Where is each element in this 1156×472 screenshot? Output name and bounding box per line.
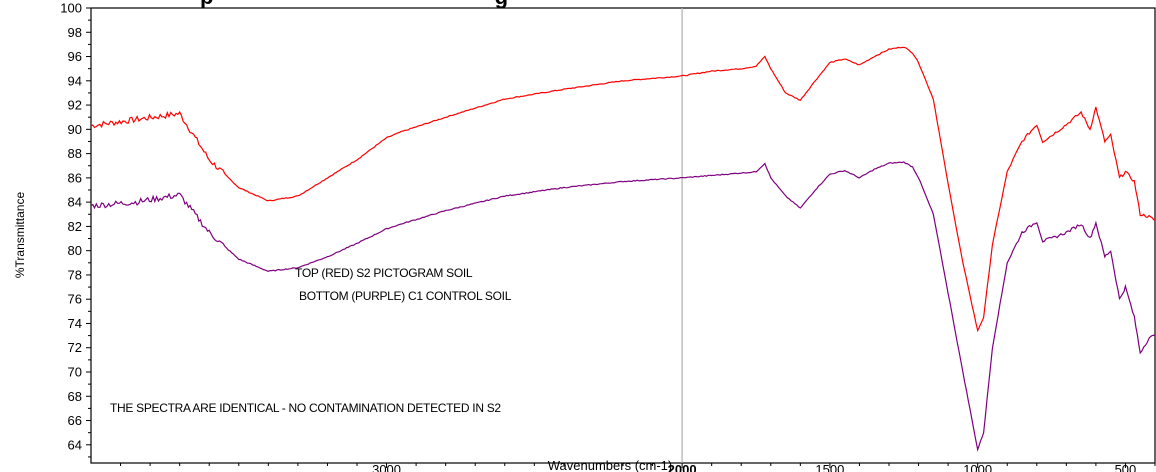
- y-axis-title: %Transmittance: [13, 192, 27, 279]
- annotation-bottom-purple: BOTTOM (PURPLE) C1 CONTROL SOIL: [299, 289, 512, 303]
- y-tick-label: 70: [68, 365, 82, 380]
- y-tick-label: 84: [68, 195, 82, 210]
- y-tick-label: 76: [68, 292, 82, 307]
- y-tick-label: 66: [68, 413, 82, 428]
- series-line-red: [90, 46, 1156, 333]
- x-axis: 3000 2000 1500 1000 500: [120, 462, 1156, 472]
- y-tick-label: 94: [68, 73, 82, 88]
- x-axis-title: Wavenumbers (cm-1): [548, 458, 672, 472]
- x-tick-label: 1000: [963, 462, 992, 472]
- annotation-conclusion: THE SPECTRA ARE IDENTICAL - NO CONTAMINA…: [110, 401, 501, 415]
- y-tick-label: 72: [68, 340, 82, 355]
- y-tick-label: 90: [68, 122, 82, 137]
- y-tick-label: 96: [68, 49, 82, 64]
- y-tick-label: 78: [68, 267, 82, 282]
- plot-frame: [90, 7, 1156, 464]
- chart-title-partial: p g: [200, 0, 508, 9]
- x-tick-label: 3000: [372, 462, 401, 472]
- series-layer: [90, 46, 1156, 452]
- series-line-purple: [90, 161, 1156, 452]
- y-tick-label: 86: [68, 170, 82, 185]
- x-tick-label: 1500: [815, 462, 844, 472]
- annotation-top-red: TOP (RED) S2 PICTOGRAM SOIL: [295, 266, 473, 280]
- y-tick-label: 98: [68, 25, 82, 40]
- y-tick-label: 88: [68, 146, 82, 161]
- y-tick-label: 82: [68, 219, 82, 234]
- y-axis: 64 66 68 70 72 74 76 78 80 82 84 86 88 90 92 94 96 98 100: [60, 1, 91, 458]
- x-tick-label: 2000: [668, 462, 697, 472]
- y-tick-label: 80: [68, 243, 82, 258]
- x-tick-label: 500: [1115, 462, 1137, 472]
- y-tick-label: 92: [68, 98, 82, 113]
- y-tick-label: 64: [68, 437, 82, 452]
- y-tick-label: 74: [68, 316, 82, 331]
- y-tick-label: 68: [68, 389, 82, 404]
- y-tick-label: 100: [60, 1, 82, 16]
